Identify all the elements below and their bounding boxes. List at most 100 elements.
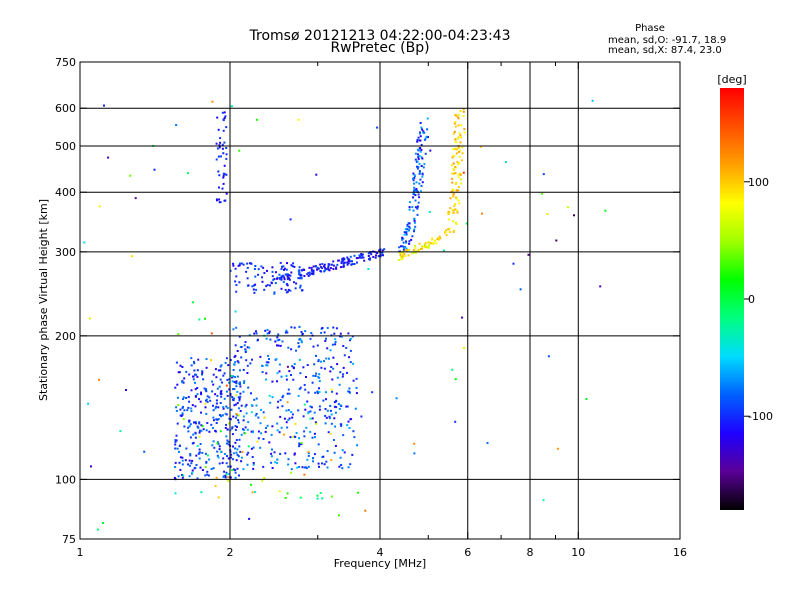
data-point xyxy=(298,272,301,275)
data-point xyxy=(416,213,419,216)
data-point xyxy=(201,451,204,454)
data-point xyxy=(311,272,314,275)
data-point xyxy=(367,268,370,270)
data-point xyxy=(250,392,252,395)
data-point xyxy=(458,150,461,153)
data-point xyxy=(294,462,297,465)
data-point xyxy=(330,366,333,368)
data-point xyxy=(332,367,335,370)
data-point xyxy=(547,355,550,358)
data-point xyxy=(405,247,408,250)
data-point xyxy=(454,172,457,174)
data-point xyxy=(240,356,243,359)
data-point xyxy=(290,374,292,376)
data-point xyxy=(250,411,253,414)
data-point xyxy=(251,456,254,458)
data-point xyxy=(201,371,204,374)
data-point xyxy=(191,471,194,474)
data-point xyxy=(225,173,228,176)
data-point xyxy=(542,499,545,502)
data-point xyxy=(233,381,236,384)
data-point xyxy=(372,255,375,258)
data-point xyxy=(222,176,225,179)
data-point xyxy=(329,349,332,352)
data-point xyxy=(276,422,279,425)
data-point xyxy=(349,260,352,263)
data-point xyxy=(418,154,421,157)
data-point xyxy=(242,263,245,266)
data-point xyxy=(242,390,245,393)
data-point xyxy=(201,469,204,471)
data-point xyxy=(252,467,255,470)
data-point xyxy=(90,465,92,468)
data-point xyxy=(289,289,292,292)
data-point xyxy=(279,399,282,402)
data-point xyxy=(255,412,258,415)
data-point xyxy=(220,390,223,393)
data-point xyxy=(234,469,237,472)
y-tick-label: 750 xyxy=(55,56,76,69)
data-point xyxy=(459,149,462,152)
data-point xyxy=(315,372,318,375)
data-point xyxy=(196,425,199,428)
data-point xyxy=(461,152,464,155)
data-point xyxy=(306,364,309,366)
data-point xyxy=(228,473,231,475)
data-point xyxy=(383,248,386,251)
data-point xyxy=(190,462,193,465)
data-point xyxy=(222,174,225,177)
data-point xyxy=(196,387,199,389)
data-point xyxy=(335,327,338,330)
data-point xyxy=(298,358,301,361)
data-point xyxy=(247,451,250,454)
data-point xyxy=(292,378,295,381)
data-point xyxy=(181,474,184,476)
data-point xyxy=(353,263,356,265)
data-point xyxy=(448,211,451,214)
data-point xyxy=(244,432,247,435)
data-point xyxy=(174,461,177,464)
data-point xyxy=(451,208,454,211)
data-point xyxy=(307,274,310,277)
data-point xyxy=(269,401,272,404)
data-point xyxy=(304,466,307,469)
data-point xyxy=(196,445,199,447)
data-point xyxy=(219,415,222,418)
data-point xyxy=(367,252,370,255)
data-point xyxy=(286,426,289,429)
data-point xyxy=(357,491,360,494)
data-point xyxy=(236,467,239,470)
data-point xyxy=(219,450,222,453)
data-point xyxy=(555,239,558,242)
data-point xyxy=(414,251,417,254)
data-point xyxy=(226,428,229,431)
data-point xyxy=(293,326,296,329)
data-point xyxy=(456,137,459,140)
data-point xyxy=(176,447,179,450)
data-point xyxy=(599,285,602,288)
data-point xyxy=(233,404,236,407)
data-point xyxy=(271,270,274,273)
data-point xyxy=(426,128,429,131)
data-point xyxy=(317,360,320,363)
data-point xyxy=(298,266,301,269)
data-point xyxy=(205,461,208,463)
data-point xyxy=(303,269,306,271)
data-point xyxy=(237,419,240,422)
data-point xyxy=(227,440,230,443)
data-point xyxy=(275,271,277,274)
data-point xyxy=(326,327,329,329)
data-point xyxy=(291,413,294,416)
data-point xyxy=(286,275,289,278)
data-point xyxy=(351,453,354,456)
data-point xyxy=(213,419,215,422)
data-point xyxy=(219,392,222,395)
data-point xyxy=(420,156,423,159)
data-point xyxy=(417,165,420,168)
y-tick-label: 75 xyxy=(62,533,76,546)
data-point xyxy=(224,115,227,118)
data-point xyxy=(299,386,302,389)
colorbar-tick-label: 0 xyxy=(748,293,755,306)
data-point xyxy=(244,341,247,343)
data-point xyxy=(315,173,318,176)
